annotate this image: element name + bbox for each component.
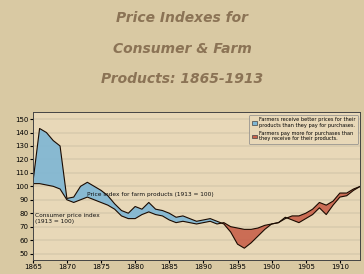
Text: Consumer price index
(1913 = 100): Consumer price index (1913 = 100) — [35, 213, 100, 224]
Text: Consumer & Farm: Consumer & Farm — [112, 42, 252, 56]
Text: Price Indexes for: Price Indexes for — [116, 11, 248, 25]
Text: Price index for farm products (1913 = 100): Price index for farm products (1913 = 10… — [87, 192, 214, 197]
Legend: Farmers receive better prices for their
products than they pay for purchases., F: Farmers receive better prices for their … — [249, 115, 358, 144]
Text: Products: 1865-1913: Products: 1865-1913 — [101, 72, 263, 86]
